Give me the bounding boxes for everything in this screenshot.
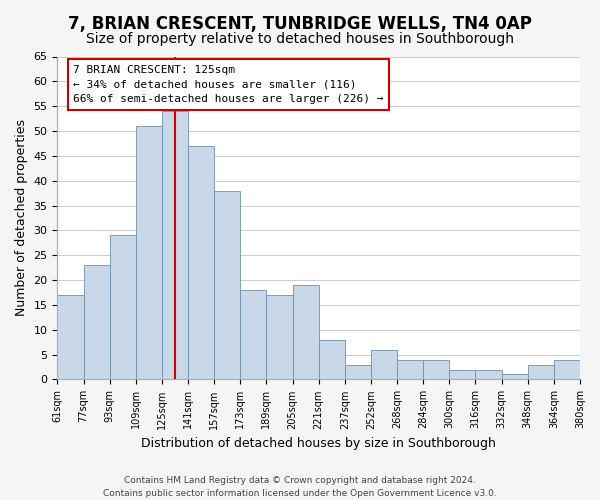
Bar	[214, 190, 241, 380]
Bar	[58, 295, 83, 380]
Bar	[397, 360, 423, 380]
Bar	[319, 340, 345, 380]
Bar	[554, 360, 580, 380]
Bar	[449, 370, 475, 380]
Bar	[162, 111, 188, 380]
Bar	[475, 370, 502, 380]
Bar	[371, 350, 397, 380]
Bar	[423, 360, 449, 380]
Text: 7 BRIAN CRESCENT: 125sqm
← 34% of detached houses are smaller (116)
66% of semi-: 7 BRIAN CRESCENT: 125sqm ← 34% of detach…	[73, 64, 383, 104]
Text: Contains HM Land Registry data © Crown copyright and database right 2024.
Contai: Contains HM Land Registry data © Crown c…	[103, 476, 497, 498]
Text: 7, BRIAN CRESCENT, TUNBRIDGE WELLS, TN4 0AP: 7, BRIAN CRESCENT, TUNBRIDGE WELLS, TN4 …	[68, 15, 532, 33]
Bar	[502, 374, 528, 380]
Bar	[83, 265, 110, 380]
Bar	[188, 146, 214, 380]
X-axis label: Distribution of detached houses by size in Southborough: Distribution of detached houses by size …	[141, 437, 496, 450]
Bar	[266, 295, 293, 380]
Y-axis label: Number of detached properties: Number of detached properties	[15, 120, 28, 316]
Bar	[241, 290, 266, 380]
Text: Size of property relative to detached houses in Southborough: Size of property relative to detached ho…	[86, 32, 514, 46]
Bar	[528, 364, 554, 380]
Bar	[136, 126, 162, 380]
Bar	[110, 236, 136, 380]
Bar	[345, 364, 371, 380]
Bar	[293, 285, 319, 380]
